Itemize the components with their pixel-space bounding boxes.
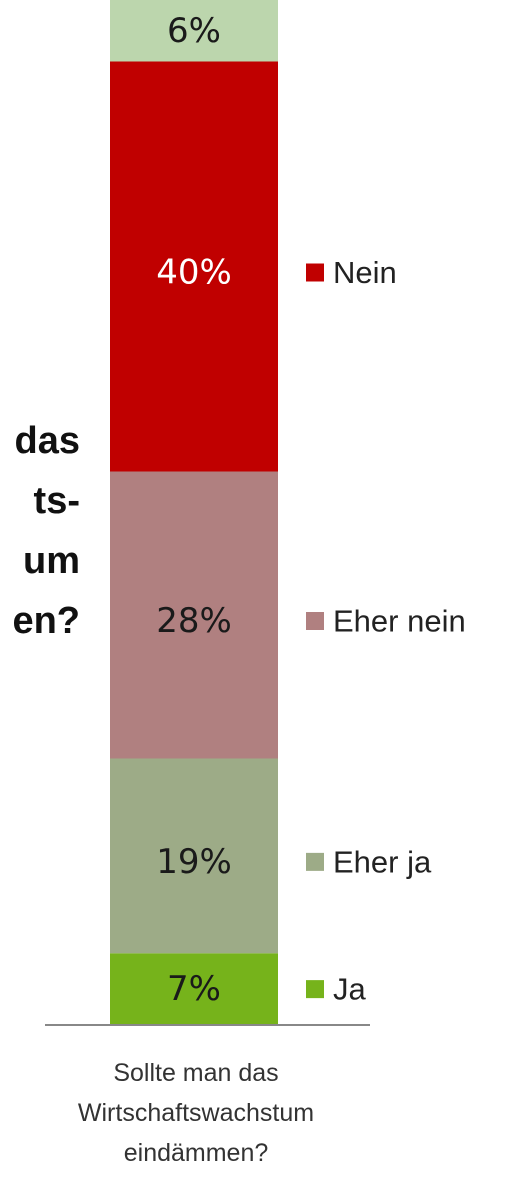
legend-swatch-nein — [306, 263, 324, 282]
category-label-line: Wirtschaftswachstum — [78, 1099, 314, 1127]
side-title: das ts-um en? — [12, 420, 80, 642]
category-label-line: eindämmen? — [124, 1139, 269, 1167]
legend-swatch-eher-ja — [306, 852, 324, 871]
segment-labels: 7% 19% 28% 40% 6% — [156, 11, 232, 1009]
data-label-nein: 40% — [156, 253, 232, 293]
category-label: Sollte man das Wirtschaftswachstum eindämm… — [78, 1059, 314, 1167]
legend-label-ja: Ja — [333, 972, 367, 1007]
bar-segment-eher-ja — [110, 758, 278, 954]
bar-segment-ja — [110, 953, 278, 1025]
data-label-ja: 7% — [167, 969, 221, 1009]
bar-segment-other — [110, 0, 278, 62]
side-title-line: en? — [12, 600, 80, 642]
legend-swatch-ja — [306, 980, 324, 999]
side-title-line: ts- — [34, 480, 80, 522]
data-label-eher-nein: 28% — [156, 601, 232, 641]
bar-segments — [110, 0, 278, 1025]
side-title-line: das — [15, 420, 80, 462]
legend-label-nein: Nein — [333, 255, 397, 290]
bar-segment-eher-nein — [110, 471, 278, 759]
legend-swatch-eher-nein — [306, 612, 324, 630]
data-label-eher-ja: 19% — [156, 842, 232, 882]
data-label-other: 6% — [167, 11, 221, 51]
category-label-line: Sollte man das — [113, 1059, 278, 1087]
legend: Ja Eher ja Eher nein Nein — [306, 255, 466, 1007]
bar-segment-nein — [110, 61, 278, 472]
side-title-line: um — [23, 540, 80, 582]
legend-label-eher-ja: Eher ja — [333, 844, 432, 879]
legend-label-eher-nein: Eher nein — [333, 604, 466, 639]
